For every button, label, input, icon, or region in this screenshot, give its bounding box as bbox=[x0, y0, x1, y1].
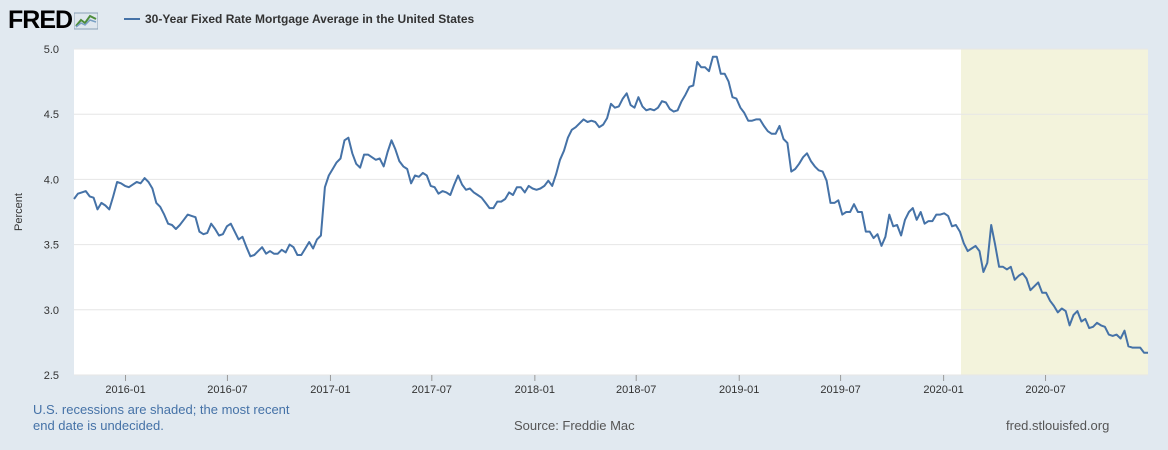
recession-note: U.S. recessions are shaded; the most rec… bbox=[33, 402, 333, 434]
x-tick-label: 2018-01 bbox=[515, 384, 555, 396]
x-tick-label: 2020-01 bbox=[923, 384, 963, 396]
recession-note-line2: end date is undecided. bbox=[33, 418, 164, 433]
x-axis-ticks: 2016-01 2016-07 2017-01 2017-07 2018-01 2018-… bbox=[105, 375, 1066, 396]
gridlines bbox=[74, 48, 1148, 376]
x-tick-label: 2018-07 bbox=[616, 384, 656, 396]
y-tick-label: 4.5 bbox=[44, 109, 59, 121]
fred-logo[interactable]: FRED bbox=[8, 5, 73, 34]
x-tick-label: 2017-07 bbox=[412, 384, 452, 396]
header: FRED bbox=[8, 4, 99, 36]
x-tick-label: 2020-07 bbox=[1025, 384, 1065, 396]
y-tick-label: 3.0 bbox=[44, 305, 59, 317]
y-tick-label: 5.0 bbox=[44, 44, 59, 56]
source-text: Source: Freddie Mac bbox=[514, 418, 635, 433]
legend-swatch bbox=[124, 18, 140, 20]
recession-note-line1: U.S. recessions are shaded; the most rec… bbox=[33, 402, 290, 417]
x-tick-label: 2019-01 bbox=[719, 384, 759, 396]
y-tick-label: 2.5 bbox=[44, 370, 59, 382]
y-axis-label: Percent bbox=[13, 193, 25, 231]
x-tick-label: 2016-01 bbox=[105, 384, 145, 396]
y-tick-label: 4.0 bbox=[44, 174, 59, 186]
legend[interactable]: 30-Year Fixed Rate Mortgage Average in t… bbox=[124, 12, 474, 26]
x-tick-label: 2019-07 bbox=[820, 384, 860, 396]
fred-url-link[interactable]: fred.stlouisfed.org bbox=[1006, 418, 1110, 433]
legend-label: 30-Year Fixed Rate Mortgage Average in t… bbox=[145, 12, 475, 26]
x-tick-label: 2016-07 bbox=[207, 384, 247, 396]
series-line[interactable] bbox=[73, 55, 1148, 354]
fred-logo-chart-icon bbox=[74, 12, 99, 30]
y-axis-ticks: 2.5 3.0 3.5 4.0 4.5 5.0 bbox=[44, 44, 59, 382]
y-tick-label: 3.5 bbox=[44, 240, 59, 252]
x-tick-label: 2017-01 bbox=[310, 384, 350, 396]
recession-band bbox=[960, 49, 1148, 375]
